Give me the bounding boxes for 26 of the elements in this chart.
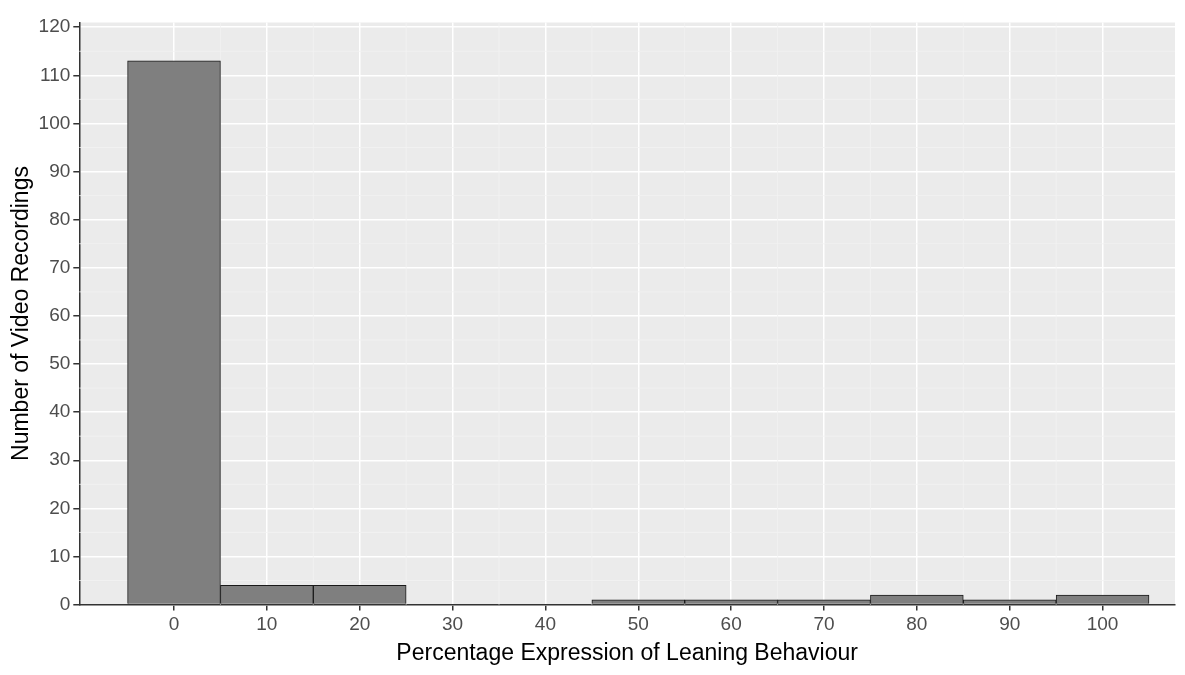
y-tick-label: 90 [49,159,71,181]
y-tick-label: 30 [49,448,71,470]
y-tick-label: 40 [49,400,71,422]
x-tick-label: 90 [999,613,1021,635]
x-tick-label: 30 [442,613,464,635]
x-tick-label: 100 [1086,613,1119,635]
x-tick-label: 60 [720,613,742,635]
x-tick-label: 70 [813,613,835,635]
y-tick-label: 110 [40,63,71,85]
x-tick-label: 10 [256,613,278,635]
x-tick-label: 80 [906,613,928,635]
x-tick-label: 50 [627,613,649,635]
y-tick-label: 100 [38,111,71,133]
y-tick-label: 20 [49,496,71,518]
x-axis-title: Percentage Expression of Leaning Behaviour [396,638,859,665]
x-tick-label: 20 [349,613,371,635]
y-tick-label: 120 [38,15,71,37]
y-tick-label: 10 [49,544,71,566]
x-tick-label: 40 [534,613,557,635]
y-tick-label: 70 [49,256,71,278]
y-tick-label: 0 [59,592,71,614]
x-tick-label: 0 [168,613,180,635]
y-tick-label: 50 [49,352,71,374]
y-tick-label: 80 [49,207,71,229]
y-axis-title: Number of Video Recordings [7,166,34,461]
y-tick-label: 60 [49,304,71,326]
